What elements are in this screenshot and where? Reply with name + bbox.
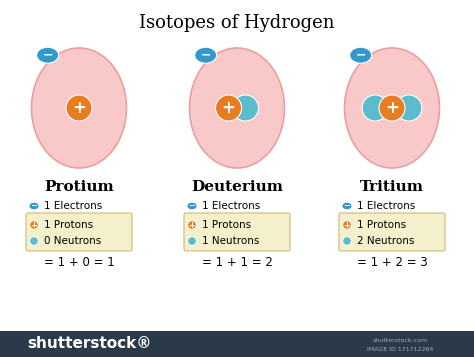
Text: 1 Electrons: 1 Electrons bbox=[44, 201, 102, 211]
Text: 1 Electrons: 1 Electrons bbox=[202, 201, 260, 211]
Circle shape bbox=[30, 237, 38, 245]
Text: −: − bbox=[356, 49, 366, 62]
Text: −: − bbox=[344, 201, 350, 211]
Ellipse shape bbox=[190, 48, 284, 168]
Text: = 1 + 2 = 3: = 1 + 2 = 3 bbox=[356, 256, 428, 270]
Text: −: − bbox=[42, 49, 53, 62]
Text: 1 Protons: 1 Protons bbox=[202, 220, 251, 230]
Text: +: + bbox=[30, 221, 37, 230]
Ellipse shape bbox=[31, 48, 127, 168]
Text: IMAGE ID 171712264: IMAGE ID 171712264 bbox=[367, 347, 433, 352]
Text: +: + bbox=[222, 99, 236, 117]
Ellipse shape bbox=[350, 47, 372, 63]
FancyBboxPatch shape bbox=[184, 213, 290, 251]
Ellipse shape bbox=[195, 47, 217, 63]
Ellipse shape bbox=[29, 202, 39, 210]
Text: Protium: Protium bbox=[44, 180, 114, 194]
Circle shape bbox=[30, 221, 38, 229]
Text: shutterstock.com: shutterstock.com bbox=[373, 338, 428, 343]
Ellipse shape bbox=[36, 47, 59, 63]
Text: Tritium: Tritium bbox=[360, 180, 424, 194]
Text: −: − bbox=[201, 49, 211, 62]
Text: −: − bbox=[189, 201, 195, 211]
Circle shape bbox=[216, 95, 242, 121]
Text: 1 Protons: 1 Protons bbox=[357, 220, 406, 230]
Circle shape bbox=[66, 95, 92, 121]
Text: 1 Protons: 1 Protons bbox=[44, 220, 93, 230]
Circle shape bbox=[379, 95, 405, 121]
Text: = 1 + 0 = 1: = 1 + 0 = 1 bbox=[44, 256, 114, 270]
Text: +: + bbox=[385, 99, 399, 117]
Circle shape bbox=[188, 221, 196, 229]
Ellipse shape bbox=[345, 48, 439, 168]
Text: = 1 + 1 = 2: = 1 + 1 = 2 bbox=[201, 256, 273, 270]
Text: 0 Neutrons: 0 Neutrons bbox=[44, 236, 101, 246]
Text: +: + bbox=[72, 99, 86, 117]
Circle shape bbox=[343, 237, 351, 245]
FancyBboxPatch shape bbox=[26, 213, 132, 251]
Text: 1 Electrons: 1 Electrons bbox=[357, 201, 415, 211]
Text: +: + bbox=[189, 221, 195, 230]
Circle shape bbox=[188, 237, 196, 245]
Bar bbox=[0, 331, 474, 357]
Ellipse shape bbox=[342, 202, 352, 210]
Circle shape bbox=[343, 221, 351, 229]
Circle shape bbox=[232, 95, 258, 121]
Text: −: − bbox=[30, 201, 37, 211]
Text: +: + bbox=[344, 221, 350, 230]
Ellipse shape bbox=[187, 202, 197, 210]
Text: Isotopes of Hydrogen: Isotopes of Hydrogen bbox=[139, 14, 335, 32]
Circle shape bbox=[396, 95, 422, 121]
Text: Deuterium: Deuterium bbox=[191, 180, 283, 194]
Text: shutterstock®: shutterstock® bbox=[28, 337, 152, 352]
Circle shape bbox=[362, 95, 388, 121]
Text: 2 Neutrons: 2 Neutrons bbox=[357, 236, 414, 246]
FancyBboxPatch shape bbox=[339, 213, 445, 251]
Text: 1 Neutrons: 1 Neutrons bbox=[202, 236, 259, 246]
